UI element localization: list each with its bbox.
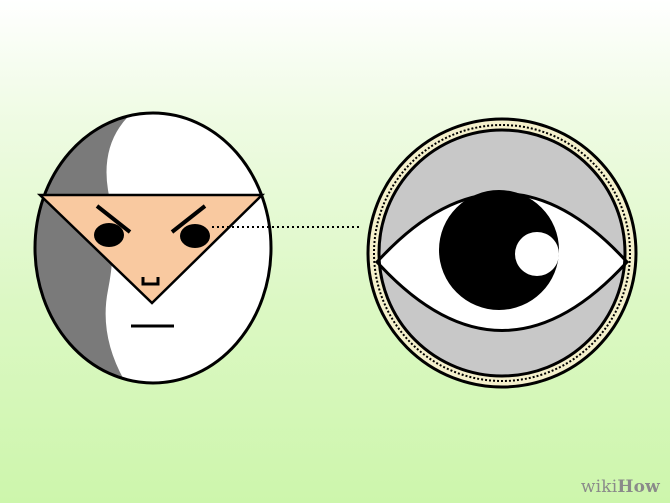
watermark-wiki: wiki — [580, 477, 618, 497]
watermark-how: How — [617, 477, 660, 497]
eye-symbol-icon — [366, 117, 638, 389]
hooded-face-icon — [33, 111, 273, 385]
wikihow-watermark: wikiHow — [581, 477, 660, 497]
